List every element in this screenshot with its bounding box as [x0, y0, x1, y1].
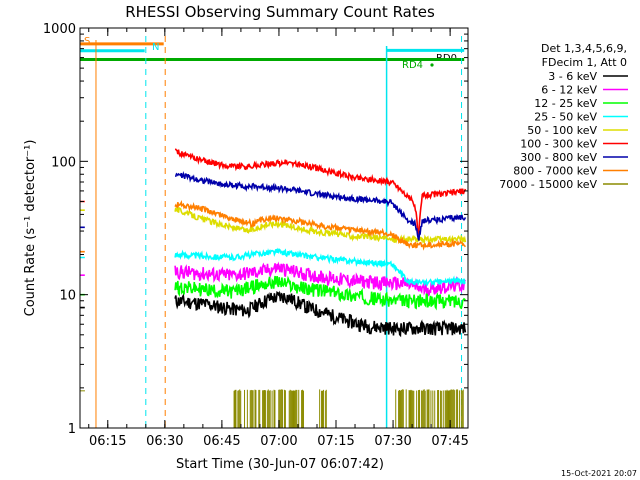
y-tick-label: 100 — [51, 155, 76, 170]
legend-label-3: 25 - 50 keV — [534, 111, 597, 124]
chart-title: RHESSI Observing Summary Count Rates — [125, 3, 435, 21]
x-tick-label: 06:45 — [203, 434, 240, 449]
legend: Det 1,3,4,5,6,9, FDecim 1, Att 0 3 - 6 k… — [499, 42, 628, 191]
x-tick-label: 07:45 — [431, 434, 468, 449]
timestamp: 15-Oct-2021 20:07 — [561, 469, 637, 478]
series-line-4 — [80, 206, 467, 245]
legend-header-line1: Det 1,3,4,5,6,9, — [541, 42, 627, 55]
series-line-1 — [80, 261, 467, 297]
x-tick-label: 07:30 — [374, 434, 411, 449]
legend-label-6: 300 - 800 keV — [520, 151, 597, 164]
annotation-label-1: N — [152, 42, 159, 53]
legend-label-7: 800 - 7000 keV — [513, 165, 597, 178]
x-axis: 06:15 06:30 06:45 07:00 07:15 07:30 07:45 — [88, 28, 469, 449]
series-8 — [80, 389, 464, 428]
series-3 — [80, 247, 466, 288]
series-line-6 — [80, 170, 467, 241]
x-tick-label: 06:30 — [146, 434, 183, 449]
annotation-label-0: S — [84, 36, 90, 47]
series-6 — [80, 170, 467, 241]
legend-header-line2: FDecim 1, Att 0 — [542, 56, 627, 69]
series-line-7 — [80, 200, 467, 253]
series-4 — [80, 206, 467, 245]
plot-frame — [79, 27, 469, 429]
legend-label-8: 7000 - 15000 keV — [499, 178, 597, 191]
legend-label-5: 100 - 300 keV — [520, 138, 597, 151]
series-1 — [80, 261, 467, 297]
annotation-label-3: RD4 — [402, 60, 423, 71]
legend-label-4: 50 - 100 keV — [527, 124, 597, 137]
series-7 — [80, 200, 467, 253]
legend-label-2: 12 - 25 keV — [534, 97, 597, 110]
series-line-3 — [80, 247, 466, 288]
x-tick-label: 07:00 — [260, 434, 297, 449]
y-axis: 1 10 100 1000 — [43, 22, 468, 437]
legend-label-1: 6 - 12 keV — [541, 84, 597, 97]
y-axis-label: Count Rate (s⁻¹ detector⁻¹) — [23, 140, 38, 317]
x-axis-label: Start Time (30-Jun-07 06:07:42) — [176, 457, 384, 472]
x-tick-label: 06:15 — [89, 434, 126, 449]
legend-label-0: 3 - 6 keV — [548, 70, 597, 83]
annotation-marker-rd4 — [430, 63, 434, 67]
y-tick-label: 10 — [59, 289, 76, 304]
x-tick-label: 07:15 — [317, 434, 354, 449]
y-tick-label: 1000 — [43, 22, 76, 37]
y-tick-label: 1 — [68, 422, 76, 437]
